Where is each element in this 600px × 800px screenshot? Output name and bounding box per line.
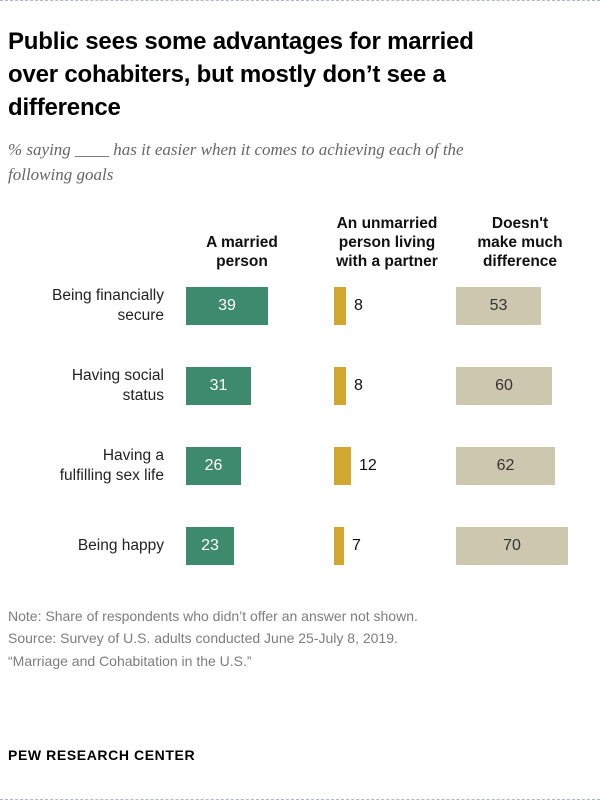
- row-label: Being financially secure: [51, 286, 164, 324]
- column-header-married-cell: A married person: [178, 233, 326, 272]
- chart-subtitle: % saying ____ has it easier when it come…: [8, 140, 464, 184]
- column-header-unmarried-cell: An unmarried person living with a partne…: [326, 214, 448, 272]
- bar-value-unmarried: 12: [359, 457, 377, 475]
- bar-cell-married: 31: [178, 367, 326, 406]
- pew-research-center-wordmark: PEW RESEARCH CENTER: [8, 747, 196, 763]
- column-header-unmarried: An unmarried person living with a partne…: [336, 214, 438, 271]
- bar-value-unmarried: 8: [354, 377, 363, 395]
- bar-married: 23: [186, 526, 234, 565]
- bar-value-married: 23: [201, 536, 219, 554]
- bar-married: 31: [186, 367, 251, 406]
- bar-difference: 70: [456, 526, 568, 565]
- bar-unmarried: [334, 367, 346, 406]
- bar-unmarried: [334, 447, 351, 486]
- chart-row-sex-life: Having a fulfilling sex life 26 12 62: [8, 446, 592, 486]
- bar-cell-married: 26: [178, 447, 326, 486]
- chart-row-financially-secure: Being financially secure 39 8 53: [8, 286, 592, 326]
- chart-row-being-happy: Being happy 23 7 70: [8, 526, 592, 565]
- bar-cell-unmarried: 7: [326, 526, 448, 565]
- bar-married: 26: [186, 447, 241, 486]
- bar-cell-unmarried: 8: [326, 367, 448, 406]
- bar-cell-married: 39: [178, 286, 326, 325]
- bar-value-difference: 70: [503, 536, 521, 554]
- bar-unmarried: [334, 286, 346, 325]
- bar-value-difference: 60: [495, 377, 513, 395]
- column-header-row: A married person An unmarried person liv…: [8, 214, 592, 272]
- bar-value-married: 26: [204, 457, 223, 475]
- bar-cell-difference: 62: [448, 447, 590, 486]
- column-header-difference: Doesn't make much difference: [477, 214, 563, 271]
- bar-cell-difference: 60: [448, 367, 590, 406]
- source-line: Source: Survey of U.S. adults conducted …: [8, 630, 398, 647]
- column-header-difference-cell: Doesn't make much difference: [448, 214, 590, 272]
- row-label: Having social status: [71, 367, 164, 405]
- footnotes: Note: Share of respondents who didn’t of…: [8, 605, 592, 673]
- chart-title: Public sees some advantages for married …: [8, 28, 474, 122]
- bar-difference: 62: [456, 447, 555, 486]
- bar-cell-married: 23: [178, 526, 326, 565]
- row-label: Having a fulfilling sex life: [59, 447, 164, 485]
- column-header-married: A married person: [206, 233, 278, 271]
- bar-cell-unmarried: 8: [326, 286, 448, 325]
- bar-unmarried: [334, 526, 344, 565]
- bar-cell-unmarried: 12: [326, 447, 448, 486]
- bar-value-unmarried: 8: [354, 296, 363, 314]
- bar-cell-difference: 70: [448, 526, 590, 565]
- bar-value-unmarried: 7: [352, 536, 361, 554]
- citation-line: “Marriage and Cohabitation in the U.S.”: [8, 652, 252, 669]
- bar-value-married: 39: [218, 296, 236, 314]
- bar-difference: 53: [456, 286, 541, 325]
- row-label: Being happy: [77, 536, 164, 554]
- note-line: Note: Share of respondents who didn’t of…: [8, 607, 418, 624]
- bar-value-difference: 62: [496, 457, 515, 475]
- bar-married: 39: [186, 286, 268, 325]
- bar-value-married: 31: [209, 377, 228, 395]
- bar-difference: 60: [456, 367, 552, 406]
- bar-cell-difference: 53: [448, 286, 590, 325]
- bar-value-difference: 53: [489, 296, 508, 314]
- chart-row-social-status: Having social status 31 8 60: [8, 366, 592, 406]
